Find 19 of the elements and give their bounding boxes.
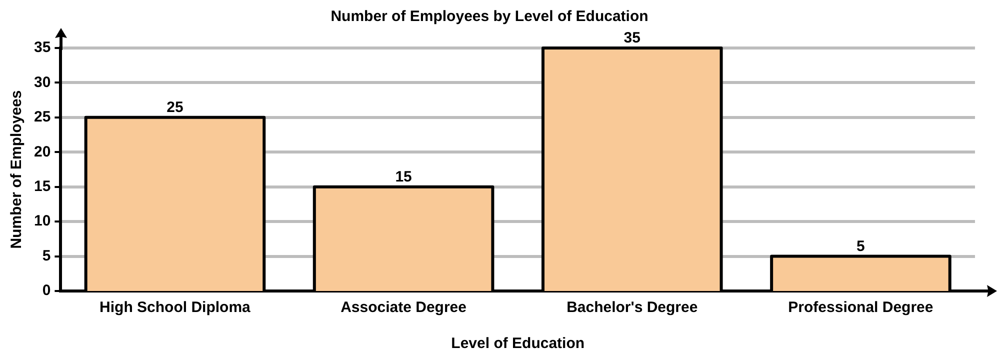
- x-axis-title: Level of Education: [451, 335, 585, 352]
- x-tick-label: Professional Degree: [788, 299, 934, 316]
- y-tick-label: 25: [34, 108, 51, 126]
- y-tick-label: 20: [34, 143, 51, 160]
- x-tick-label: High School Diploma: [100, 299, 252, 316]
- y-tick-label: 10: [34, 212, 51, 230]
- x-tick-label: Bachelor's Degree: [566, 299, 698, 316]
- data-label: 15: [395, 168, 412, 186]
- y-tick-label: 30: [34, 74, 51, 91]
- y-tick-label: 35: [34, 39, 51, 56]
- chart-title: Number of Employees by Level of Education: [330, 8, 648, 26]
- data-label: 25: [166, 99, 184, 116]
- y-tick-label: 5: [42, 247, 51, 264]
- y-tick-label: 0: [42, 282, 51, 300]
- y-tick-label: 15: [34, 178, 51, 195]
- data-label: 5: [856, 238, 865, 255]
- y-axis-title: Number of Employees: [8, 90, 26, 249]
- x-tick-label: Associate Degree: [340, 299, 467, 316]
- data-label: 35: [624, 30, 640, 47]
